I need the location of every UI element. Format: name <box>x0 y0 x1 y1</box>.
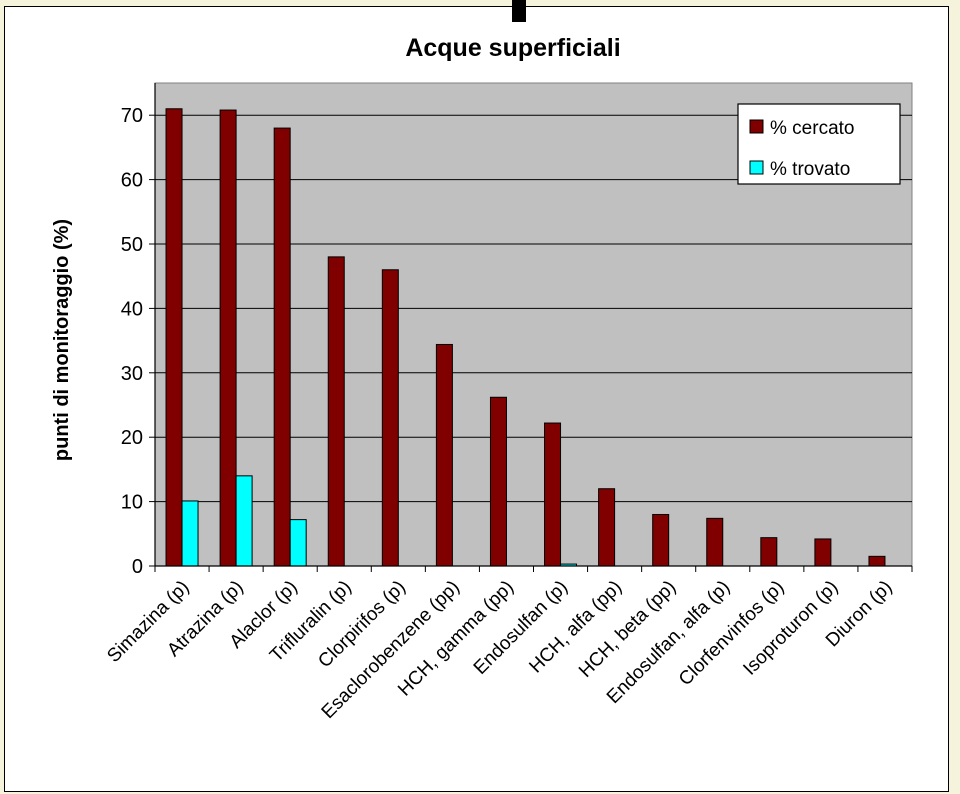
y-tick-label: 60 <box>121 170 143 192</box>
bar-trovato <box>235 475 253 567</box>
legend-label-trovato: % trovato <box>770 159 850 180</box>
bar-trovato <box>289 519 307 567</box>
y-axis-title: punti di monitoraggio (%) <box>51 219 73 461</box>
legend-box <box>737 103 901 185</box>
x-tick-labels: Simazina (p)Atrazina (p)Alaclor (p)Trifl… <box>103 577 896 723</box>
legend-swatch-trovato <box>749 160 764 175</box>
bar-cercato <box>219 109 237 567</box>
x-category-label: Isoproturon (p) <box>739 577 842 680</box>
bar-cercato <box>760 537 778 567</box>
y-tick-label: 70 <box>121 105 143 127</box>
bar-cercato <box>381 269 399 567</box>
bar-cercato <box>598 488 616 567</box>
bar-cercato <box>868 555 886 567</box>
bar-cercato <box>435 343 453 567</box>
y-tick-label: 40 <box>121 298 143 320</box>
bar-trovato <box>181 500 199 567</box>
legend-label-cercato: % cercato <box>770 118 854 139</box>
y-tick-label: 0 <box>132 556 143 578</box>
x-category-label: HCH, alfa (pp) <box>525 577 626 678</box>
legend: % cercato % trovato <box>737 103 901 185</box>
bar-cercato <box>706 517 724 567</box>
bar-cercato <box>165 108 183 567</box>
y-tick-labels: 0 10 20 30 40 50 60 70 <box>121 105 143 578</box>
slide-decoration <box>512 0 526 22</box>
bar-cercato <box>273 127 291 567</box>
y-tick-label: 50 <box>121 234 143 256</box>
bar-cercato <box>327 256 345 567</box>
bar-cercato <box>489 396 507 567</box>
axes <box>149 83 913 572</box>
bar-cercato <box>814 538 832 567</box>
x-category-label: Endosulfan (p) <box>470 577 572 679</box>
chart-title: Acque superficiali <box>405 34 620 62</box>
bar-cercato <box>652 513 670 567</box>
y-tick-label: 30 <box>121 363 143 385</box>
bars <box>165 108 886 567</box>
legend-swatch-cercato <box>749 119 764 134</box>
bar-cercato <box>544 422 562 567</box>
y-tick-label: 20 <box>121 427 143 449</box>
x-category-label: HCH, beta (pp) <box>575 577 680 682</box>
y-tick-label: 10 <box>121 492 143 514</box>
